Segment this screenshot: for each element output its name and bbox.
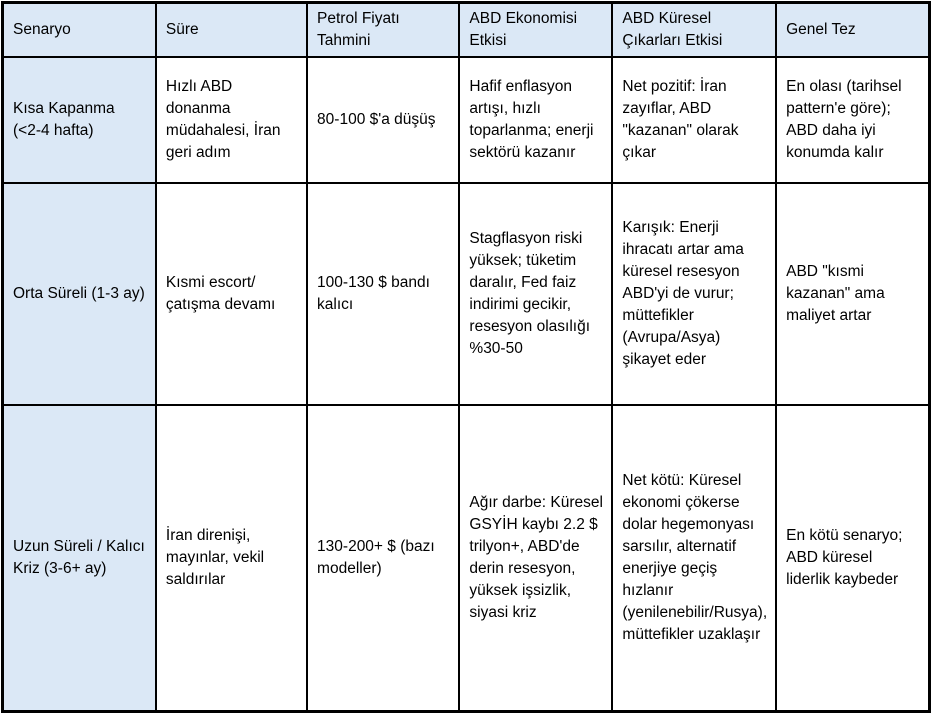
cell-row1-senaryo: Kısa Kapanma (<2-4 hafta): [1, 56, 157, 184]
cell-row3-abd-kuresel: Net kötü: Küresel ekonomi çökerse dolar …: [611, 404, 778, 712]
cell-row3-genel-tez: En kötü senaryo; ABD küresel liderlik ka…: [775, 404, 931, 712]
cell-row3-petrol: 130-200+ $ (bazı modeller): [306, 404, 461, 712]
header-cell-petrol-fiyati-tahmini: Petrol Fiyatı Tahmini: [306, 1, 461, 58]
header-cell-sure: Süre: [154, 1, 309, 58]
cell-row3-abd-ekonomi: Ağır darbe: Küresel GSYİH kaybı 2.2 $ tr…: [458, 404, 614, 712]
cell-row1-genel-tez: En olası (tarihsel pattern'e göre); ABD …: [775, 56, 931, 184]
cell-row3-sure: İran direnişi, mayınlar, vekil saldırıla…: [154, 404, 309, 712]
header-row: Senaryo Süre Petrol Fiyatı Tahmini ABD E…: [1, 1, 931, 58]
cell-row2-abd-ekonomi: Stagflasyon riski yüksek; tüketim daralı…: [458, 182, 614, 406]
cell-row2-sure: Kısmi escort/çatışma devamı: [154, 182, 309, 406]
scenario-table: Senaryo Süre Petrol Fiyatı Tahmini ABD E…: [1, 1, 931, 713]
cell-row3-senaryo: Uzun Süreli / Kalıcı Kriz (3-6+ ay): [1, 404, 157, 712]
cell-row1-abd-ekonomi: Hafif enflasyon artışı, hızlı toparlanma…: [458, 56, 614, 184]
cell-row1-abd-kuresel: Net pozitif: İran zayıflar, ABD "kazanan…: [611, 56, 778, 184]
header-cell-abd-kuresel-cikarlari-etkisi: ABD Küresel Çıkarları Etkisi: [611, 1, 778, 58]
header-cell-genel-tez: Genel Tez: [775, 1, 931, 58]
header-cell-senaryo: Senaryo: [1, 1, 157, 58]
cell-row1-sure: Hızlı ABD donanma müdahalesi, İran geri …: [154, 56, 309, 184]
table-row-uzun-sureli: Uzun Süreli / Kalıcı Kriz (3-6+ ay) İran…: [1, 404, 931, 712]
table-row-orta-sureli: Orta Süreli (1-3 ay) Kısmi escort/çatışm…: [1, 182, 931, 406]
cell-row1-petrol: 80-100 $'a düşüş: [306, 56, 461, 184]
table-row-kisa-kapanma: Kısa Kapanma (<2-4 hafta) Hızlı ABD dona…: [1, 56, 931, 184]
cell-row2-genel-tez: ABD "kısmi kazanan" ama maliyet artar: [775, 182, 931, 406]
cell-row2-petrol: 100-130 $ bandı kalıcı: [306, 182, 461, 406]
cell-row2-senaryo: Orta Süreli (1-3 ay): [1, 182, 157, 406]
header-cell-abd-ekonomisi-etkisi: ABD Ekonomisi Etkisi: [458, 1, 614, 58]
cell-row2-abd-kuresel: Karışık: Enerji ihracatı artar ama küres…: [611, 182, 778, 406]
